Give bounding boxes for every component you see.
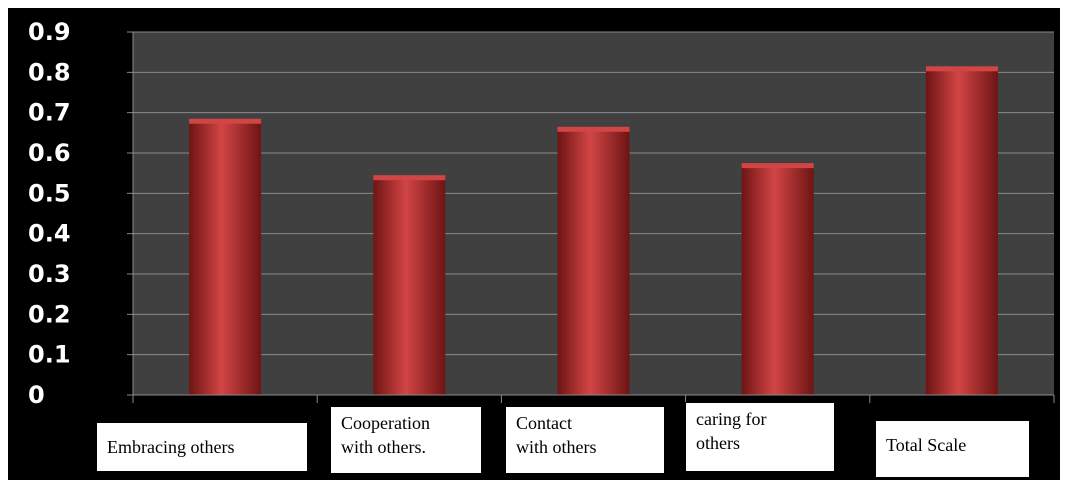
y-tick-label: 0.6 bbox=[28, 139, 71, 167]
bar bbox=[189, 120, 262, 395]
x-category-label: Total Scale bbox=[875, 420, 1030, 478]
x-category-label: Embracing others bbox=[96, 422, 308, 472]
y-tick-label: 0.8 bbox=[28, 58, 71, 86]
y-tick-label: 0.9 bbox=[28, 18, 71, 46]
bar bbox=[557, 128, 630, 396]
bar-top bbox=[189, 118, 262, 124]
x-category-label: caring for others bbox=[685, 402, 835, 472]
bar-top bbox=[373, 175, 446, 181]
y-tick-label: 0.1 bbox=[28, 341, 71, 369]
bar-top bbox=[925, 66, 998, 72]
x-category-label: Contact with others bbox=[505, 406, 665, 474]
y-tick-label: 0.4 bbox=[28, 220, 71, 248]
bar bbox=[373, 177, 446, 395]
bar-top bbox=[741, 163, 814, 169]
y-tick-label: 0.3 bbox=[28, 260, 71, 288]
bar-chart: 0 0.1 0.2 0.3 0.4 0.5 0.6 0.7 0.8 0.9 bbox=[28, 18, 1055, 409]
y-tick-label: 0.7 bbox=[28, 99, 71, 127]
bars bbox=[189, 66, 998, 396]
bar bbox=[925, 68, 998, 396]
y-tick-labels: 0 0.1 0.2 0.3 0.4 0.5 0.6 0.7 0.8 0.9 bbox=[28, 18, 71, 409]
x-category-label: Cooperation with others. bbox=[330, 406, 482, 474]
y-axis bbox=[132, 32, 1055, 403]
y-tick-label: 0 bbox=[28, 381, 45, 409]
bar bbox=[741, 165, 814, 395]
y-tick-label: 0.5 bbox=[28, 179, 71, 207]
chart-frame: 0 0.1 0.2 0.3 0.4 0.5 0.6 0.7 0.8 0.9 Embracing o… bbox=[8, 8, 1060, 480]
y-tick-label: 0.2 bbox=[28, 300, 71, 328]
bar-top bbox=[557, 126, 630, 132]
